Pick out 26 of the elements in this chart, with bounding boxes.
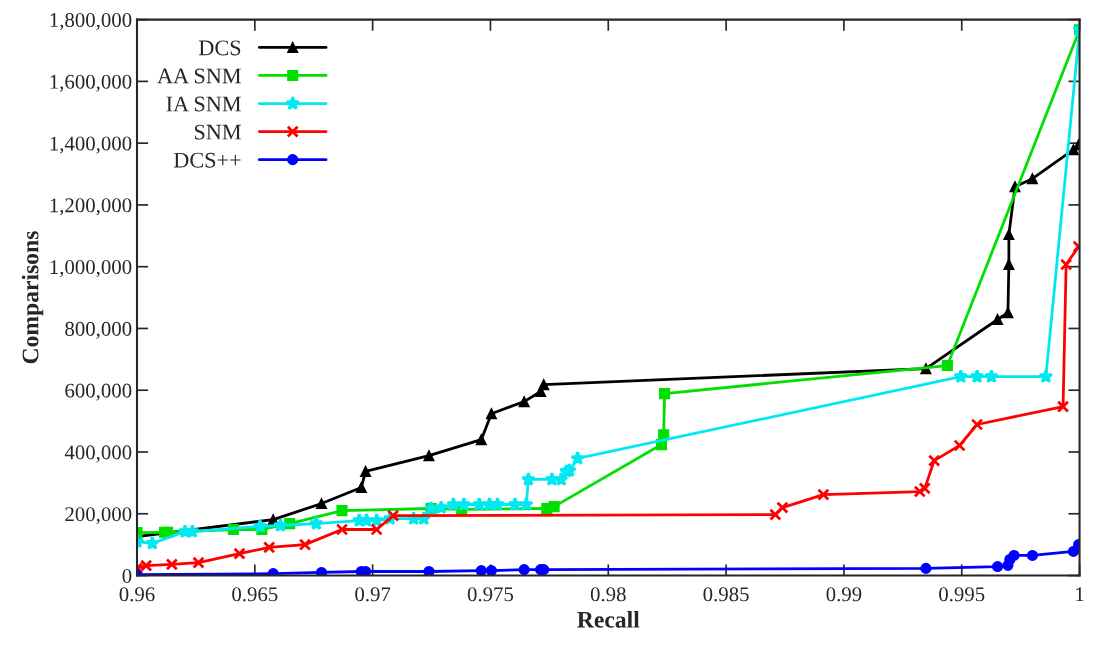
x-tick-label: 0.975 bbox=[467, 587, 514, 602]
x-tick-label: 0.97 bbox=[355, 587, 391, 602]
y-tick-label: 200,000 bbox=[65, 507, 132, 525]
legend-label: IA SNM bbox=[166, 96, 241, 112]
y-tick-label: 1,400,000 bbox=[50, 136, 132, 154]
x-axis-title: Recall bbox=[577, 611, 640, 628]
y-tick-label: 1,200,000 bbox=[50, 198, 132, 216]
x-tick-label: 0.96 bbox=[119, 587, 155, 602]
x-tick-label: 1 bbox=[1076, 587, 1084, 602]
x-tick-label: 0.99 bbox=[826, 587, 862, 602]
x-tick-label: 0.995 bbox=[939, 587, 985, 602]
y-tick-label: 800,000 bbox=[65, 321, 132, 339]
x-tick-label: 0.98 bbox=[590, 587, 626, 602]
legend-label: AA SNM bbox=[157, 68, 241, 84]
y-tick-label: 1,600,000 bbox=[50, 74, 132, 92]
legend-label: DCS bbox=[199, 40, 241, 56]
x-tick-label: 0.985 bbox=[703, 587, 749, 602]
y-tick-label: 1,000,000 bbox=[50, 260, 132, 278]
legend-label: SNM bbox=[194, 124, 241, 140]
x-tick-label: 0.965 bbox=[232, 587, 278, 602]
y-axis-title: Comparisons bbox=[21, 231, 44, 364]
y-tick-label: 0 bbox=[122, 568, 132, 583]
legend-label: DCS++ bbox=[173, 152, 241, 168]
y-tick-label: 1,800,000 bbox=[50, 12, 132, 31]
y-tick-label: 400,000 bbox=[64, 445, 132, 463]
y-tick-label: 600,000 bbox=[65, 383, 132, 401]
